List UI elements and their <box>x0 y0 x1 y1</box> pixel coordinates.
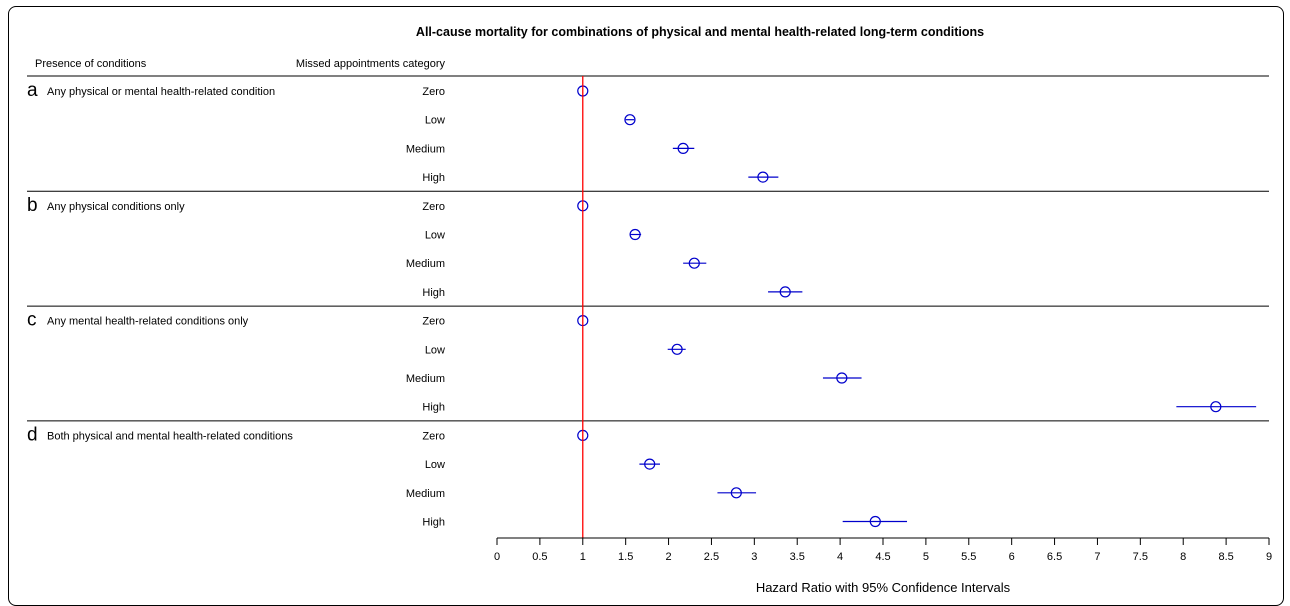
group-label: Both physical and mental health-related … <box>47 430 293 442</box>
x-tick-label: 3 <box>751 551 757 563</box>
x-tick-label: 8 <box>1180 551 1186 563</box>
row-c-medium: Medium <box>406 372 862 385</box>
x-axis: 0 0.5 1 1.5 2 2.5 3 3.5 4 4.5 5 5.5 6 6.5 7 7.5 8 8.5 9 <box>494 537 1272 563</box>
x-tick-label: 4.5 <box>875 551 890 563</box>
group-a: a Any physical or mental health-related c… <box>27 80 779 184</box>
category-label: High <box>422 172 445 184</box>
row-d-high: High <box>422 515 908 529</box>
hr-marker <box>757 171 769 183</box>
category-label: Medium <box>406 488 445 500</box>
rows-layer: a Any physical or mental health-related c… <box>27 75 1269 538</box>
x-tick-label: 2 <box>665 551 671 563</box>
row-d-zero: Zero <box>422 429 589 442</box>
group-letter: c <box>27 310 37 331</box>
group-d: d Both physical and mental health-related… <box>27 420 1269 529</box>
x-tick-label: 5 <box>923 551 929 563</box>
x-tick-label: 7 <box>1094 551 1100 563</box>
x-tick-label: 4 <box>837 551 843 563</box>
group-letter: b <box>27 195 38 216</box>
hr-marker <box>671 343 683 355</box>
hr-marker <box>629 228 641 241</box>
x-tick-label: 6.5 <box>1047 551 1062 563</box>
hr-marker <box>677 142 689 154</box>
row-a-zero: Zero <box>422 85 589 98</box>
group-c: c Any mental health-related conditions on… <box>27 305 1269 414</box>
group-label: Any physical or mental health-related co… <box>47 86 275 98</box>
chart-title: All-cause mortality for combinations of … <box>416 25 984 39</box>
hr-marker <box>1210 401 1222 413</box>
x-tick-label: 0.5 <box>532 551 547 563</box>
x-tick-label: 1.5 <box>618 551 633 563</box>
category-label: Low <box>425 344 445 356</box>
hr-marker <box>688 257 700 269</box>
hr-marker <box>624 114 636 126</box>
header-presence: Presence of conditions <box>35 58 147 70</box>
row-b-low: Low <box>425 228 642 242</box>
category-label: Zero <box>422 86 445 98</box>
category-label: High <box>422 402 445 414</box>
x-tick-label: 2.5 <box>704 551 719 563</box>
x-tick-label: 0 <box>494 551 500 563</box>
category-label: Zero <box>422 316 445 328</box>
group-label: Any mental health-related conditions onl… <box>47 316 249 328</box>
row-a-high: High <box>422 171 779 184</box>
row-b-zero: Zero <box>422 200 589 213</box>
category-label: High <box>422 517 445 529</box>
hr-marker <box>730 487 742 499</box>
x-tick-label: 8.5 <box>1218 551 1233 563</box>
category-label: Medium <box>406 373 445 385</box>
row-d-low: Low <box>425 458 660 471</box>
row-a-medium: Medium <box>406 142 695 155</box>
x-axis-title: Hazard Ratio with 95% Confidence Interva… <box>756 580 1011 595</box>
row-d-medium: Medium <box>406 487 757 500</box>
hr-marker <box>869 515 881 528</box>
x-tick-label: 6 <box>1009 551 1015 563</box>
x-tick-label: 7.5 <box>1133 551 1148 563</box>
row-c-high: High <box>422 401 1257 414</box>
x-tick-label: 5.5 <box>961 551 976 563</box>
category-label: Zero <box>422 201 445 213</box>
row-b-high: High <box>422 286 803 299</box>
hr-marker <box>644 458 656 470</box>
header-category: Missed appointments category <box>296 58 446 70</box>
hr-marker <box>779 286 791 298</box>
x-tick-label: 1 <box>580 551 586 563</box>
x-tick-label: 3.5 <box>790 551 805 563</box>
category-label: Low <box>425 115 445 127</box>
category-label: Low <box>425 459 445 471</box>
category-label: High <box>422 287 445 299</box>
group-letter: d <box>27 424 38 445</box>
group-label: Any physical conditions only <box>47 201 185 213</box>
group-letter: a <box>27 80 38 101</box>
category-label: Medium <box>406 143 445 155</box>
category-label: Medium <box>406 258 445 270</box>
row-c-low: Low <box>425 343 686 356</box>
row-b-medium: Medium <box>406 257 707 270</box>
x-tick-label: 9 <box>1266 551 1272 563</box>
hr-marker <box>836 372 848 384</box>
group-b: b Any physical conditions only Zero Low Medi… <box>27 190 1269 299</box>
category-label: Low <box>425 230 445 242</box>
row-a-low: Low <box>425 114 636 127</box>
row-c-zero: Zero <box>422 315 589 328</box>
category-label: Zero <box>422 430 445 442</box>
